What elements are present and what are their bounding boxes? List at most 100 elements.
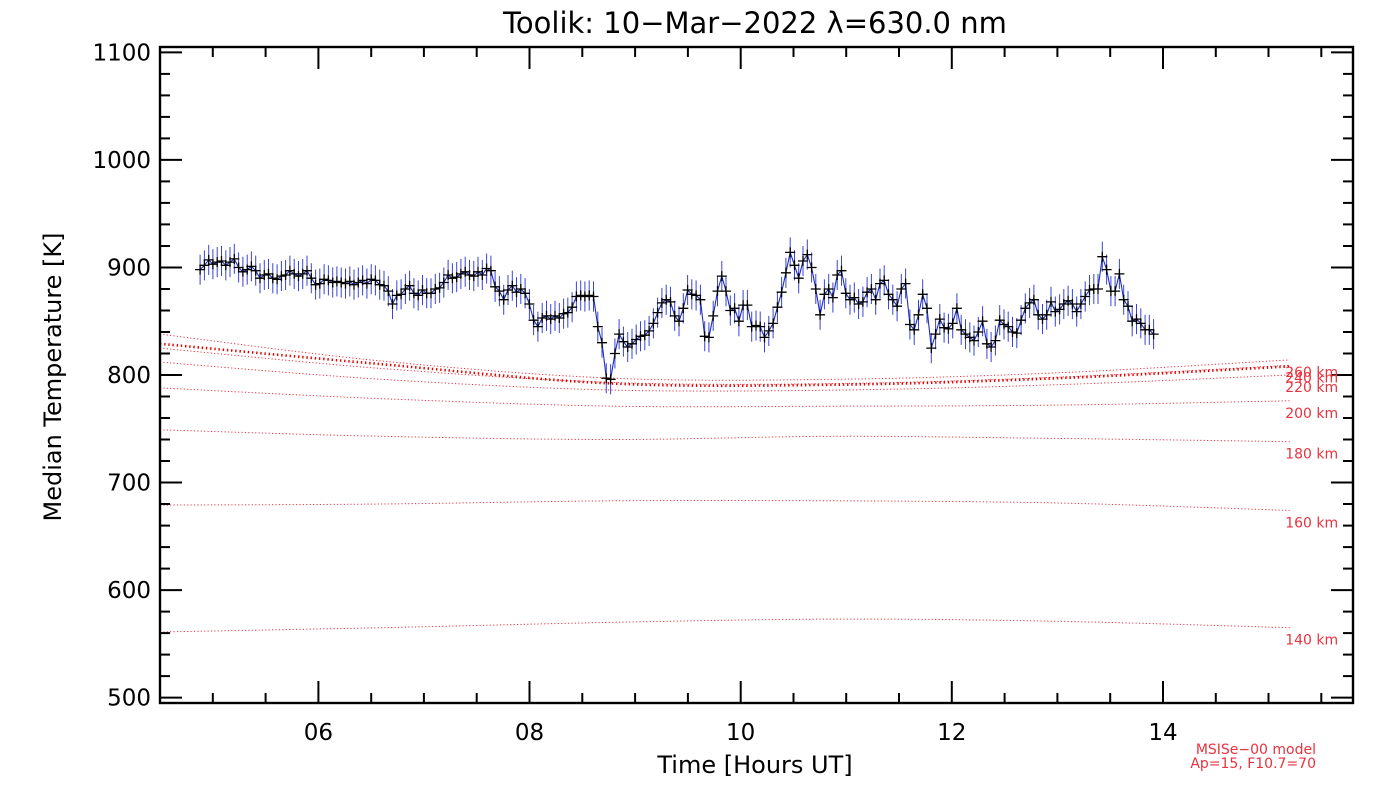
data-point (216, 256, 227, 266)
data-point (199, 260, 210, 271)
x-tick-label: 08 (515, 720, 544, 746)
data-point (635, 331, 646, 342)
data-point (571, 291, 582, 302)
data-point (883, 289, 894, 300)
data-point (682, 285, 693, 295)
data-point (990, 335, 1001, 346)
data-point (1037, 314, 1048, 325)
data-point (404, 280, 415, 291)
data-point (1110, 286, 1121, 297)
data-point (823, 284, 834, 294)
data-point (815, 309, 826, 320)
data-point (588, 291, 599, 302)
data-point (310, 279, 321, 290)
data-point (1033, 309, 1044, 320)
y-tick-label: 700 (107, 471, 151, 497)
data-point (1135, 318, 1146, 329)
data-point (977, 316, 988, 327)
data-point (434, 282, 445, 293)
data-point (785, 247, 796, 258)
data-point (755, 321, 766, 332)
data-point (584, 290, 595, 301)
model-note-line2: Ap=15, F10.7=70 (1190, 756, 1316, 772)
axis-ticks (160, 47, 1353, 703)
y-tick-label: 800 (107, 363, 151, 389)
data-point (1084, 285, 1095, 295)
data-point (413, 290, 424, 301)
data-point (1011, 328, 1022, 339)
data-point (233, 262, 244, 273)
x-tick-labels: 06 08 10 12 14 (304, 720, 1178, 746)
data-point (712, 286, 723, 297)
data-point (605, 374, 616, 385)
data-point (408, 288, 419, 299)
data-point (464, 270, 475, 280)
data-point (951, 303, 962, 314)
data-point (267, 273, 278, 284)
x-axis-label: Time [Hours UT] (656, 751, 852, 779)
x-tick-label: 14 (1148, 720, 1177, 746)
data-point (994, 315, 1005, 326)
data-point (1093, 284, 1103, 294)
model-curve (159, 333, 1290, 381)
data-point (532, 321, 543, 332)
data-point (695, 294, 706, 305)
data-point (1050, 306, 1061, 317)
data-point (383, 286, 394, 297)
data-point (922, 303, 932, 314)
data-point (1007, 327, 1018, 337)
data-point (1041, 309, 1052, 320)
data-point (1144, 324, 1155, 335)
data-point (742, 300, 753, 311)
data-point (845, 294, 855, 305)
model-curve (159, 429, 1290, 443)
data-point (349, 279, 359, 290)
data-point (703, 332, 714, 343)
data-point (969, 335, 979, 346)
data-point (1101, 264, 1112, 275)
data-point (387, 299, 398, 309)
data-point (319, 274, 330, 285)
data-point (674, 316, 684, 327)
data-point (396, 289, 407, 300)
data-point (515, 284, 526, 294)
data-point (1046, 296, 1056, 307)
data-point (870, 294, 881, 305)
data-point (550, 310, 560, 321)
data-point (327, 277, 338, 288)
data-point (746, 321, 757, 332)
data-point (468, 271, 479, 282)
data-point (699, 331, 710, 342)
y-tick-label: 900 (107, 256, 151, 282)
data-point (819, 289, 830, 300)
data-point (361, 278, 372, 289)
data-point (793, 273, 804, 284)
data-point (776, 287, 787, 298)
data-point (669, 310, 680, 321)
data-point (366, 274, 377, 285)
model-curve-label: 220 km (1285, 380, 1338, 396)
data-point (263, 268, 274, 279)
data-point (1003, 321, 1014, 332)
data-point (827, 292, 838, 303)
model-curve-label: 240 km (1285, 370, 1338, 386)
data-point (926, 343, 937, 354)
data-point (609, 348, 620, 359)
data-point (733, 316, 744, 327)
data-point (1114, 268, 1125, 279)
data-point (759, 332, 770, 343)
data-point (336, 277, 347, 288)
data-point (490, 281, 501, 292)
data-point (832, 270, 843, 280)
data-point (1123, 301, 1133, 312)
data-point (644, 325, 655, 336)
data-point (1075, 299, 1086, 309)
data-point (892, 301, 903, 312)
data-point (212, 257, 223, 268)
data-point (250, 265, 261, 276)
data-point (246, 261, 257, 272)
x-tick-label: 06 (304, 720, 333, 746)
data-point (379, 280, 389, 291)
data-point (477, 270, 488, 280)
